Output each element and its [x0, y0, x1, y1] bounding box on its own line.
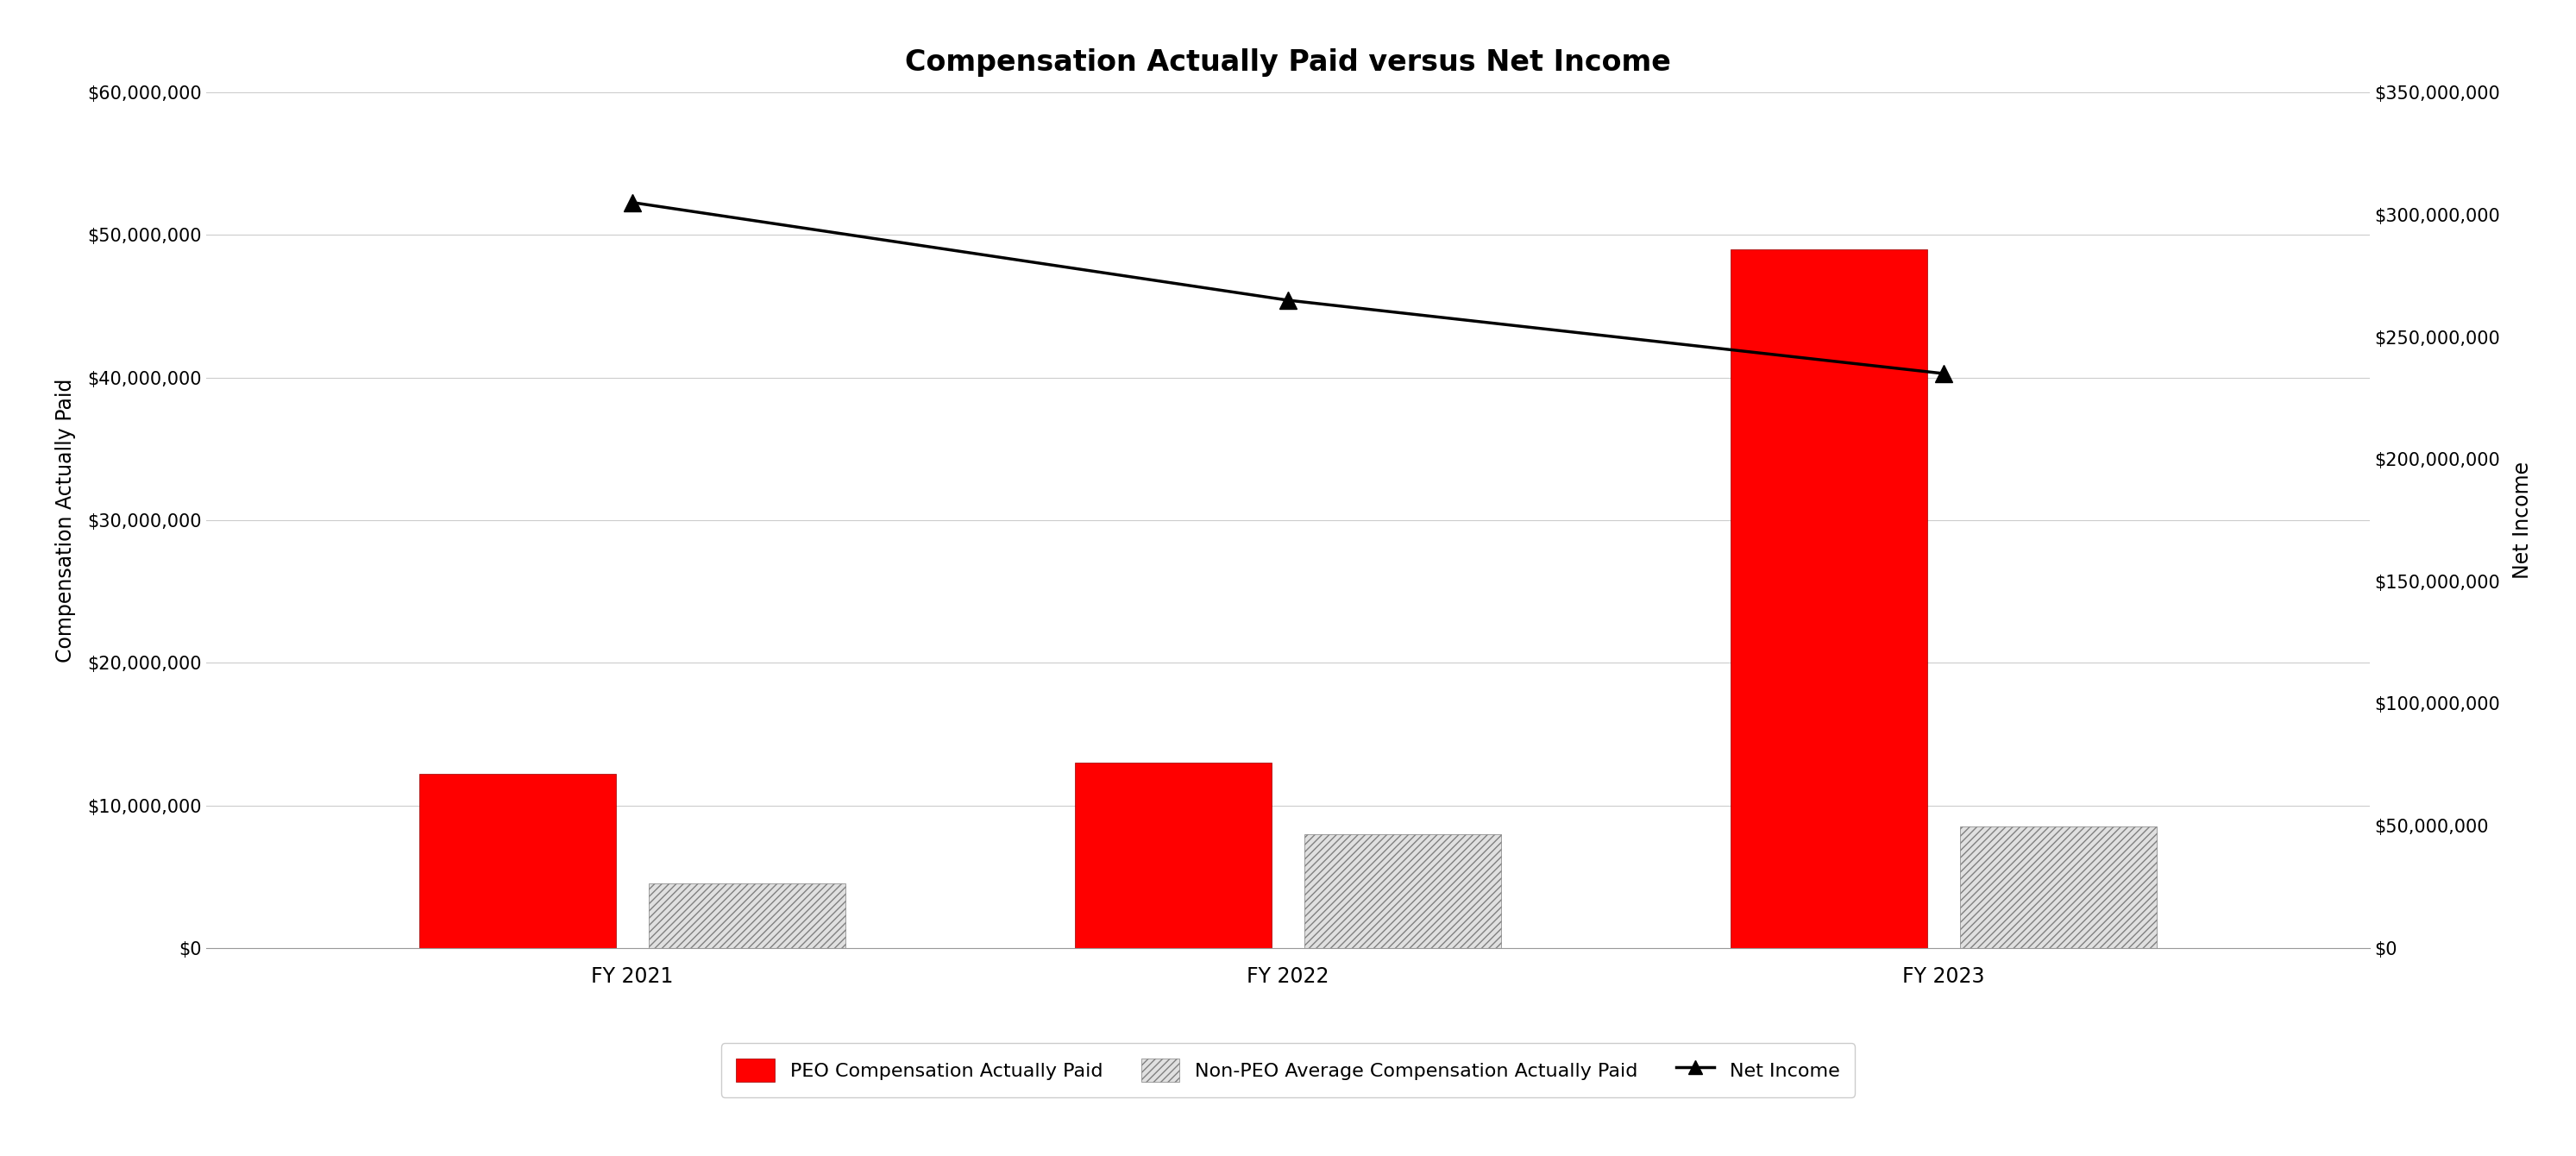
- Bar: [1731, 250, 1927, 948]
- Bar: [1074, 763, 1273, 948]
- Y-axis label: Net Income: Net Income: [2512, 461, 2532, 579]
- Bar: [1303, 833, 1502, 948]
- Bar: [649, 883, 845, 948]
- Y-axis label: Compensation Actually Paid: Compensation Actually Paid: [54, 378, 75, 662]
- Legend: PEO Compensation Actually Paid, Non-PEO Average Compensation Actually Paid, Net : PEO Compensation Actually Paid, Non-PEO …: [721, 1043, 1855, 1097]
- Bar: [420, 775, 616, 948]
- Title: Compensation Actually Paid versus Net Income: Compensation Actually Paid versus Net In…: [904, 49, 1672, 77]
- Bar: [1960, 827, 2156, 948]
